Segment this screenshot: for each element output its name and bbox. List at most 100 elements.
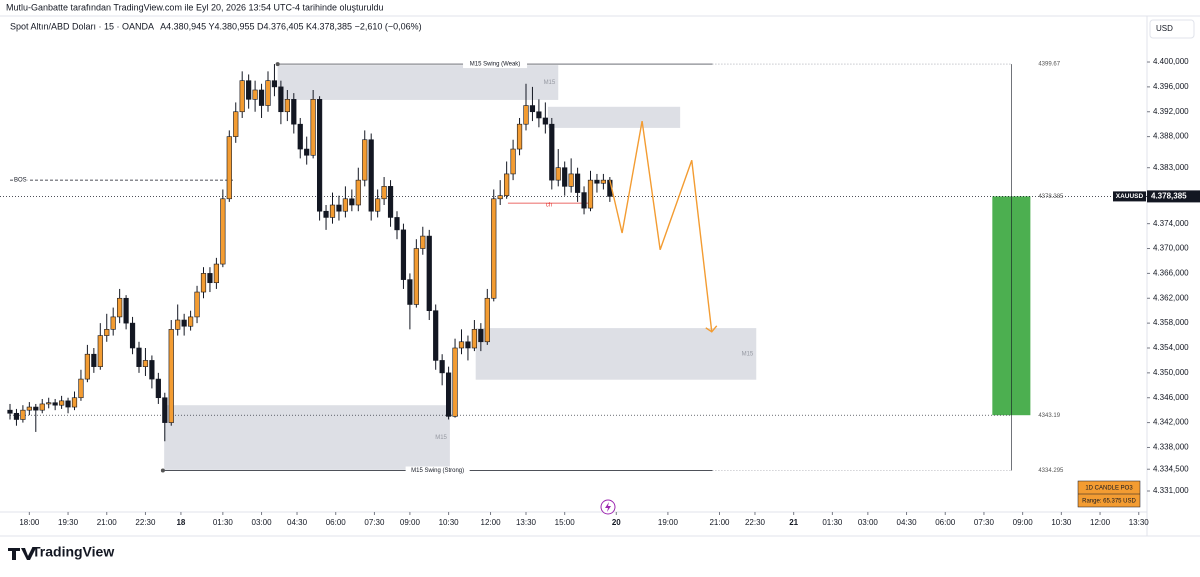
- zone-label: M15: [435, 435, 447, 441]
- candle-body: [413, 248, 419, 305]
- candle-body: [465, 341, 471, 349]
- level-name-bg: [463, 60, 528, 69]
- marker-label: ch: [546, 203, 552, 209]
- level-value: 4399.67: [1038, 62, 1060, 68]
- candle-body: [316, 99, 323, 212]
- candle-body: [471, 329, 477, 349]
- candle-body: [491, 198, 497, 299]
- candle-body: [213, 263, 219, 284]
- candle-body: [33, 406, 39, 411]
- candle-body: [239, 80, 245, 113]
- candle-body: [497, 195, 503, 200]
- x-tick-label: 19:00: [658, 518, 679, 527]
- x-tick-label: 22:30: [135, 518, 156, 527]
- candle-body: [181, 319, 187, 327]
- y-tick-label: 4.346,000: [1153, 393, 1189, 402]
- candle-body: [536, 111, 542, 119]
- level-name-bg: [405, 466, 470, 475]
- x-tick-label: 10:30: [439, 518, 460, 527]
- x-tick-label: 21:00: [97, 518, 118, 527]
- candle-body: [71, 397, 78, 408]
- marker-label: BOS: [14, 178, 27, 184]
- projection: [609, 120, 713, 332]
- candle-body: [523, 105, 529, 125]
- level-anchor: [275, 62, 280, 67]
- currency-box[interactable]: [1149, 19, 1195, 39]
- zone: [475, 328, 757, 380]
- y-tick-label: 4.342,000: [1153, 418, 1189, 427]
- zone: [164, 405, 450, 470]
- zone: [277, 65, 559, 100]
- y-tick-label: 4.358,000: [1153, 318, 1189, 327]
- info-range: Range: 65.375 USD: [1082, 499, 1136, 505]
- y-tick-label: 4.350,000: [1153, 368, 1189, 377]
- candle-body: [555, 167, 561, 181]
- candle-body: [284, 99, 290, 113]
- level-name: M15 Swing (Weak): [470, 62, 521, 68]
- candle-body: [549, 123, 555, 181]
- candle-body: [529, 105, 536, 113]
- y-tick-label: 4.388,000: [1153, 132, 1189, 141]
- candle-body: [246, 80, 252, 100]
- candle-body: [136, 347, 142, 367]
- ohlc-values: A4.380,945 Y4.380,955 D4.376,405 K4.378,…: [160, 21, 422, 31]
- candle-body: [46, 402, 52, 405]
- candle-body: [123, 297, 129, 324]
- candle-body: [568, 173, 574, 187]
- candle-body: [265, 80, 271, 106]
- candle-body: [78, 378, 84, 399]
- price-tag-label: 4.378,385: [1151, 192, 1187, 201]
- candle-body: [368, 139, 374, 212]
- candle-body: [342, 198, 348, 212]
- x-tick-label: 06:00: [326, 518, 347, 527]
- candle-body: [104, 329, 110, 336]
- candle-body: [162, 397, 168, 423]
- candle-body: [52, 402, 58, 406]
- y-tick-label: 4.392,000: [1153, 107, 1189, 116]
- level-value: 4343.19: [1038, 413, 1060, 419]
- x-tick-label: 13:30: [516, 518, 537, 527]
- candle-body: [542, 117, 548, 125]
- header: Mutlu-Ganbatte tarafından TradingView.co…: [6, 2, 384, 12]
- x-tick-label: 04:30: [287, 518, 308, 527]
- y-tick-label: 4.374,000: [1153, 219, 1189, 228]
- y-tick-label: 4.331,000: [1153, 486, 1189, 495]
- candle-body: [278, 86, 284, 113]
- symbol-title: Spot Altın/ABD Doları · 15 · OANDA: [10, 21, 154, 31]
- x-tick-label: 21:00: [709, 518, 730, 527]
- y-tick-label: 4.383,000: [1153, 163, 1189, 172]
- x-tick-label: 01:30: [213, 518, 234, 527]
- candle-body: [13, 412, 20, 420]
- candle-body: [420, 235, 426, 249]
- candle-body: [26, 406, 32, 411]
- y-tick-label: 4.370,000: [1153, 244, 1189, 253]
- x-tick-label: 18:00: [19, 518, 40, 527]
- info-title: 1D CANDLE PO3: [1085, 486, 1133, 492]
- candle-body: [362, 139, 368, 181]
- candle-body: [426, 235, 432, 311]
- candle-body: [252, 89, 258, 100]
- candle-body: [58, 400, 65, 406]
- candle-body: [458, 341, 465, 349]
- y-tick-label: 4.338,000: [1153, 443, 1189, 452]
- candle-body: [39, 403, 45, 411]
- candle-body: [155, 378, 161, 399]
- candle-body: [516, 123, 523, 150]
- candle-body: [97, 335, 103, 367]
- y-tick-label: 4.354,000: [1153, 343, 1189, 352]
- candle-body: [574, 173, 581, 193]
- x-tick-label: 21: [789, 518, 798, 527]
- x-tick-label: 06:00: [935, 518, 956, 527]
- x-tick-label: 19:30: [58, 518, 79, 527]
- candle-body: [349, 198, 355, 206]
- candle-body: [168, 329, 174, 423]
- x-tick-label: 04:30: [897, 518, 918, 527]
- y-tick-label: 4.366,000: [1153, 269, 1189, 278]
- candle-body: [594, 179, 600, 184]
- candle-body: [484, 297, 490, 343]
- candle-body: [226, 136, 232, 200]
- level-value: 4334.295: [1038, 468, 1064, 474]
- candle-body: [329, 204, 336, 218]
- candle-body: [504, 173, 510, 196]
- y-tick-label: 4.400,000: [1153, 57, 1189, 66]
